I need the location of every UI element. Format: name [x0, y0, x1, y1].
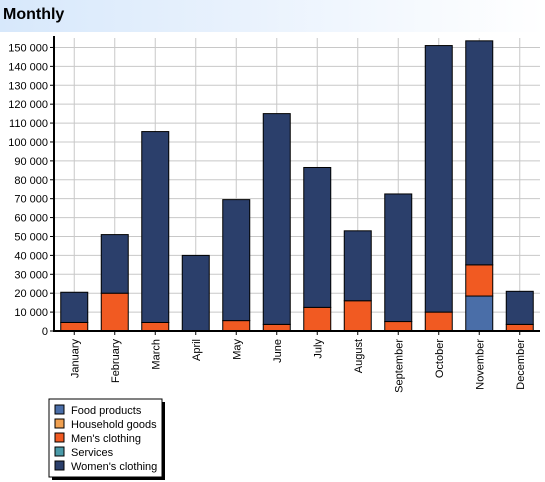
- bar-segment: [424, 45, 453, 313]
- bar-segment: [262, 113, 291, 325]
- bar-segment: [465, 40, 494, 266]
- bar-segment: [60, 321, 89, 332]
- legend-swatch: [54, 404, 65, 415]
- x-tick-label: March: [150, 339, 162, 370]
- y-tick-label: 140 000: [8, 61, 48, 73]
- x-tick-label: July: [312, 339, 324, 359]
- legend-item-label: Food products: [71, 405, 142, 417]
- legend-swatch: [54, 460, 65, 471]
- legend-box: [48, 398, 163, 478]
- y-tick-label: 130 000: [8, 80, 48, 92]
- legend: Food products Household goods Men's clothi…: [48, 398, 165, 480]
- bar-segment: [343, 300, 372, 332]
- y-tick-label: 60 000: [14, 213, 48, 225]
- x-tick-label: January: [69, 339, 81, 379]
- y-axis-ticks: 0 10 000 20 000 30 000 40 000 50 000 60 000 70 …: [8, 42, 54, 338]
- y-tick-label: 100 000: [8, 137, 48, 149]
- y-tick-label: 0: [42, 326, 48, 338]
- bar-segment: [384, 321, 413, 332]
- bar-segment: [100, 234, 129, 294]
- bar-segment: [343, 230, 372, 302]
- bar-segment: [60, 291, 89, 323]
- page-title: Monthly: [3, 6, 65, 23]
- legend-swatch: [54, 432, 65, 443]
- y-tick-label: 70 000: [14, 194, 48, 206]
- bar-segment: [505, 290, 534, 325]
- x-tick-label: August: [353, 339, 365, 373]
- x-tick-label: June: [272, 339, 284, 363]
- y-tick-label: 120 000: [8, 99, 48, 111]
- bar-segment: [181, 254, 210, 332]
- y-tick-label: 20 000: [14, 288, 48, 300]
- x-tick-label: May: [231, 339, 243, 360]
- y-tick-label: 30 000: [14, 269, 48, 281]
- bar-segment: [100, 292, 129, 332]
- legend-item-label: Men's clothing: [71, 433, 141, 445]
- legend-swatch: [54, 446, 65, 457]
- x-axis-labels: January February March April May June July Augu…: [69, 331, 527, 393]
- y-tick-label: 150 000: [8, 42, 48, 54]
- y-tick-label: 10 000: [14, 307, 48, 319]
- bar-segment: [424, 311, 453, 332]
- bar-segment: [303, 306, 332, 332]
- x-tick-label: April: [191, 339, 203, 361]
- bar-segment: [222, 320, 251, 332]
- y-tick-label: 80 000: [14, 175, 48, 187]
- title-bar: Monthly: [0, 0, 545, 32]
- legend-item-label: Household goods: [71, 419, 157, 431]
- y-tick-label: 110 000: [9, 118, 48, 130]
- bars: [60, 40, 534, 332]
- legend-item-label: Women's clothing: [71, 461, 157, 473]
- x-tick-label: December: [515, 339, 527, 390]
- bar-segment: [384, 193, 413, 323]
- x-tick-label: February: [110, 339, 122, 384]
- bar-segment: [141, 131, 170, 323]
- legend-swatch: [54, 418, 65, 429]
- x-tick-label: October: [434, 339, 446, 378]
- y-tick-label: 50 000: [14, 231, 48, 243]
- axes: [53, 36, 540, 332]
- x-tick-label: November: [474, 339, 486, 390]
- legend-item-label: Services: [71, 447, 114, 459]
- y-tick-label: 90 000: [14, 156, 48, 168]
- x-tick-label: September: [393, 339, 405, 393]
- y-tick-label: 40 000: [14, 250, 48, 262]
- bar-segment: [465, 264, 494, 297]
- bar-segment: [141, 321, 170, 332]
- bar-segment: [222, 199, 251, 322]
- bar-segment: [465, 295, 494, 332]
- bar-segment: [303, 166, 332, 308]
